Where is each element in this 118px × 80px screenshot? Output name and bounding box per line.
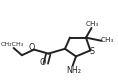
Text: CH₂CH₃: CH₂CH₃ — [1, 42, 24, 47]
Text: O: O — [29, 43, 35, 52]
Text: NH₂: NH₂ — [66, 66, 81, 75]
Text: CH₃: CH₃ — [85, 21, 99, 27]
Text: CH₃: CH₃ — [101, 37, 114, 43]
Text: O: O — [40, 58, 46, 67]
Text: S: S — [90, 47, 95, 56]
